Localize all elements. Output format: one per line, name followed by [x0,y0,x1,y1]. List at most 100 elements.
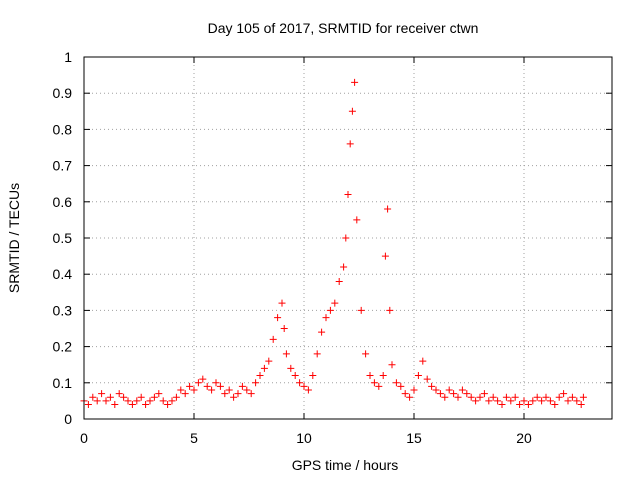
data-point [560,390,568,398]
data-point [392,379,400,387]
data-point [357,306,365,314]
data-point [573,397,581,405]
data-point [137,393,145,401]
data-point [98,390,106,398]
data-point [454,393,462,401]
data-point [168,397,176,405]
data-point [93,397,101,405]
data-point [441,393,449,401]
data-point [282,350,290,358]
data-point [146,397,154,405]
y-tick-label: 1 [64,49,72,65]
y-tick-label: 0.9 [53,85,73,101]
data-point [386,306,394,314]
data-point [414,372,422,380]
data-point [291,372,299,380]
data-point [542,393,550,401]
data-point [300,382,308,390]
data-point [366,372,374,380]
data-point [346,140,354,148]
data-point [225,386,233,394]
data-point [348,107,356,115]
data-point [458,386,466,394]
data-point [318,328,326,336]
data-point [520,397,528,405]
data-point [199,375,207,383]
data-point [102,397,110,405]
data-point [238,382,246,390]
data-point [511,393,519,401]
plot-frame [83,56,613,420]
data-point [406,393,414,401]
data-point [265,357,273,365]
data-point [436,390,444,398]
data-point [208,386,216,394]
data-point [84,401,92,409]
data-point [342,234,350,242]
data-point [381,252,389,260]
axis-ticks: 00.10.20.30.40.50.60.70.80.910 5 10 15 20 [53,49,612,446]
x-tick-label: 5 [190,430,198,446]
data-point [331,299,339,307]
y-tick-label: 0.1 [53,375,73,391]
data-point [423,375,431,383]
data-point [243,386,251,394]
y-tick-label: 0.3 [53,302,73,318]
data-point [467,393,475,401]
chart-title: Day 105 of 2017, SRMTID for receiver ctw… [208,20,479,36]
data-point [489,393,497,401]
y-axis-label: SRMTID / TECUs [6,183,22,293]
data-point [362,350,370,358]
data-point [340,263,348,271]
data-point [230,393,238,401]
data-point [269,335,277,343]
data-point [313,350,321,358]
data-point [177,386,185,394]
data-point [172,393,180,401]
data-point [568,393,576,401]
y-tick-label: 0.2 [53,339,73,355]
data-point [203,382,211,390]
data-point [498,401,506,409]
data-point [296,379,304,387]
data-point [494,397,502,405]
data-point [115,390,123,398]
data-point [274,314,282,322]
data-point [463,390,471,398]
data-point [476,393,484,401]
data-point [564,397,572,405]
data-point [89,393,97,401]
data-point [450,390,458,398]
data-point [124,397,132,405]
data-point [252,379,260,387]
data-point [577,401,585,409]
y-tick-label: 0.4 [53,266,73,282]
data-point [216,382,224,390]
x-tick-label: 10 [296,430,312,446]
y-tick-label: 0.8 [53,121,73,137]
data-point [133,397,141,405]
data-point [551,401,559,409]
data-point [428,382,436,390]
data-point [150,393,158,401]
data-point [309,372,317,380]
data-point [304,386,312,394]
data-point [485,397,493,405]
data-point [234,390,242,398]
data-point [379,372,387,380]
x-tick-label: 0 [80,430,88,446]
data-point [353,216,361,224]
data-point [212,379,220,387]
x-tick-label: 15 [406,430,422,446]
data-point [370,379,378,387]
data-point [186,382,194,390]
data-point [164,401,172,409]
data-point [516,401,524,409]
y-tick-label: 0.6 [53,194,73,210]
data-point [106,393,114,401]
data-point [256,372,264,380]
data-point [397,382,405,390]
data-point [384,205,392,213]
data-point [190,386,198,394]
data-point [388,361,396,369]
